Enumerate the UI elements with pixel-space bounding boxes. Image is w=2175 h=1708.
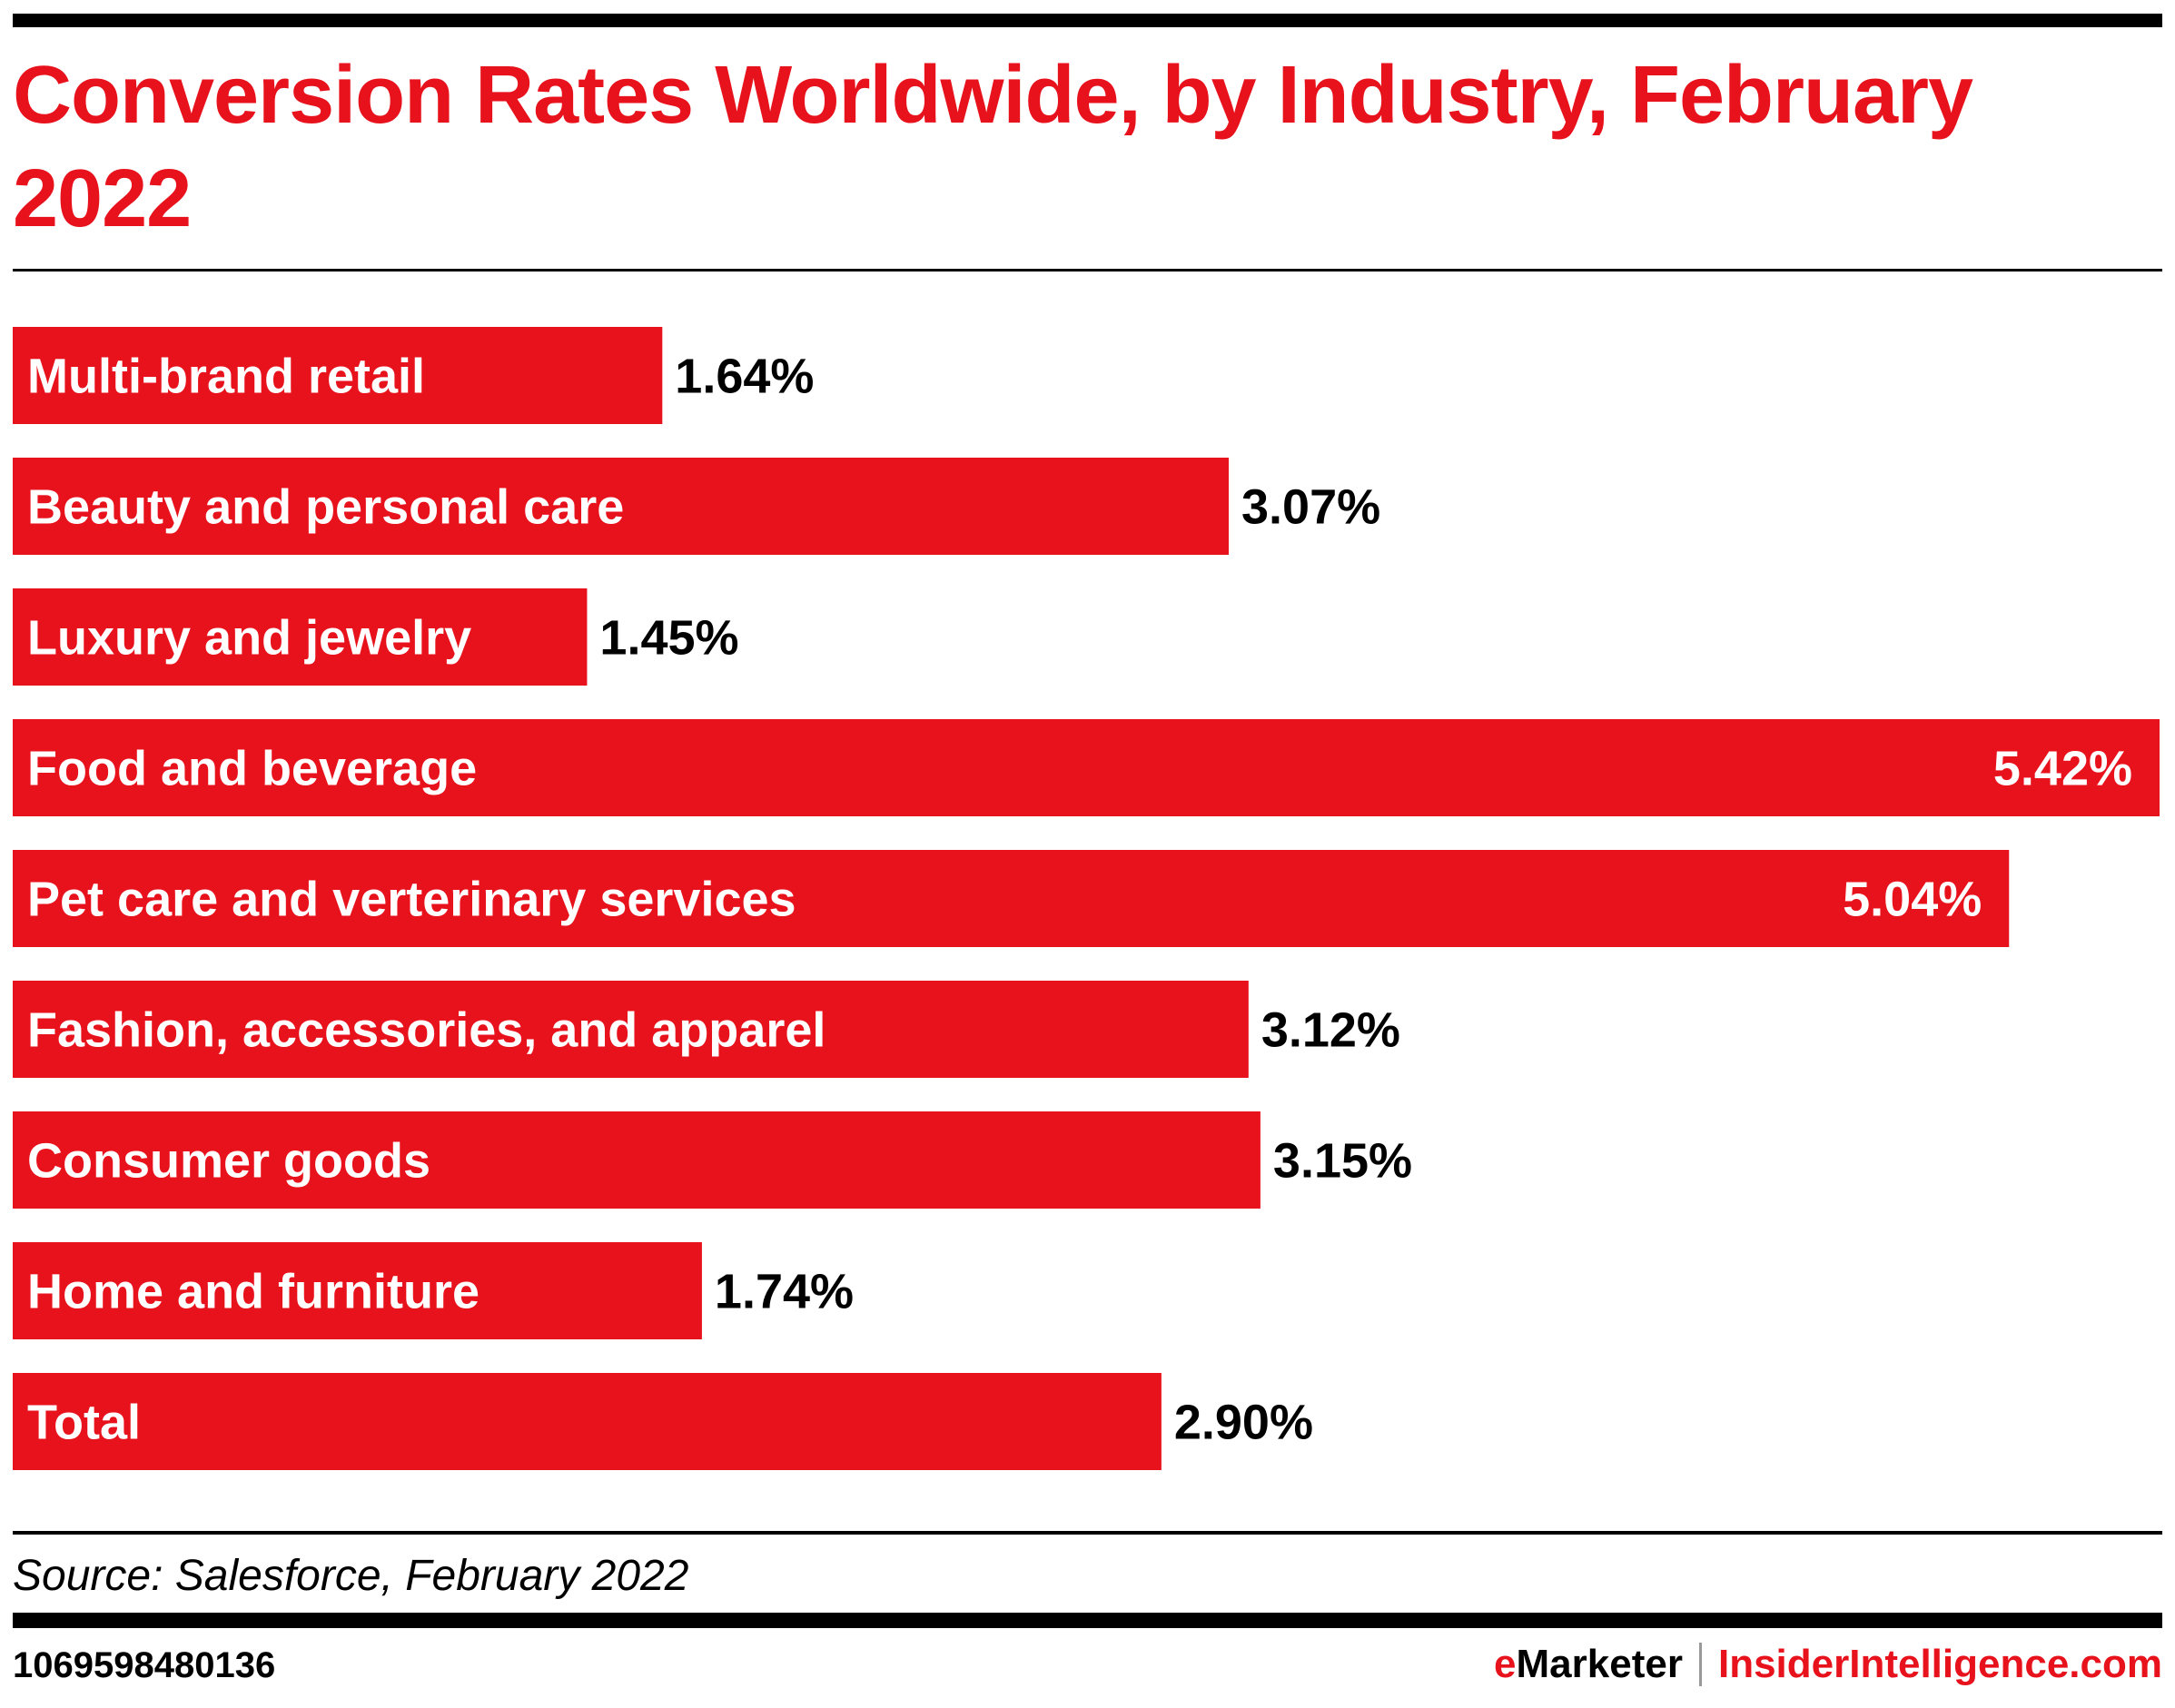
bar-value-label: 1.45% (599, 611, 738, 666)
bar-value-label: 2.90% (1174, 1396, 1313, 1450)
title-divider (13, 269, 2162, 272)
bar-category-label: Consumer goods (27, 1134, 430, 1189)
bar-value-label: 1.74% (715, 1265, 854, 1319)
chart-id: 1069598480136 (13, 1645, 276, 1685)
bar (13, 458, 1230, 555)
top-rule (13, 14, 2162, 27)
bar-value-label: 1.64% (675, 350, 814, 404)
source-rule (13, 1531, 2162, 1535)
bar-value-label: 5.04% (1843, 873, 1982, 927)
bar (13, 1373, 1162, 1470)
bar-category-label: Pet care and verterinary services (27, 873, 796, 927)
bar-category-label: Luxury and jewelry (27, 611, 471, 666)
bar-category-label: Fashion, accessories, and apparel (27, 1003, 826, 1058)
bar-category-label: Home and furniture (27, 1265, 479, 1319)
bar-value-label: 5.42% (1993, 742, 2132, 796)
bar (13, 1242, 702, 1339)
bar-category-label: Total (27, 1396, 141, 1450)
bar-value-label: 3.15% (1273, 1134, 1412, 1189)
bar (13, 327, 663, 424)
brand-logos: eMarketer InsiderIntelligence.com (1494, 1642, 2162, 1687)
bar-value-label: 3.12% (1261, 1003, 1400, 1058)
bar-category-label: Beauty and personal care (27, 480, 624, 535)
bar-value-label: 3.07% (1241, 480, 1380, 535)
bar (13, 1111, 1261, 1209)
bar (13, 850, 2010, 947)
bar-category-label: Food and beverage (27, 742, 477, 796)
bar-category-label: Multi-brand retail (27, 350, 425, 404)
bar (13, 588, 588, 686)
bar (13, 719, 2160, 816)
footer-rule (13, 1613, 2162, 1628)
emarketer-logo: eMarketer (1494, 1642, 1683, 1686)
source-note: Source: Salesforce, February 2022 (13, 1552, 689, 1600)
bar (13, 981, 1249, 1078)
chart-title: Conversion Rates Worldwide, by Industry,… (13, 50, 1973, 244)
logo-separator (1698, 1643, 1702, 1686)
insider-intelligence-logo: InsiderIntelligence.com (1717, 1642, 2162, 1686)
